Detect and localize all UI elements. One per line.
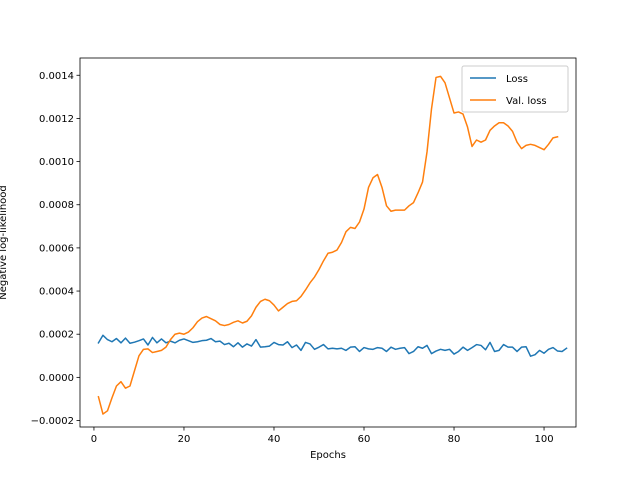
x-tick-label: 60	[358, 434, 371, 445]
axes-layer: 0 20 40 60 80 100 −0.0002 0.0000 0.0002 0.0004 0.0…	[0, 57, 577, 461]
x-tick-label: 100	[534, 434, 553, 445]
legend: Loss Val. loss	[461, 65, 569, 113]
series-line-0	[97, 334, 568, 357]
y-tick-label: 0.0010	[39, 157, 74, 168]
legend-label-0: Loss	[506, 74, 528, 85]
y-tick-label: 0.0012	[39, 114, 74, 125]
x-tick-label: 20	[178, 434, 191, 445]
y-tick-label: 0.0004	[39, 287, 74, 298]
x-tick-label: 40	[268, 434, 281, 445]
y-axis-label: Negative log-likelihood	[0, 185, 9, 300]
series-layer	[97, 75, 568, 415]
legend-label-1: Val. loss	[506, 96, 547, 107]
y-tick-label: 0.0000	[39, 373, 74, 384]
y-tick-label: −0.0002	[31, 416, 74, 427]
y-tick-label: 0.0008	[39, 200, 74, 211]
y-tick-label: 0.0006	[39, 243, 74, 254]
x-tick-label: 0	[91, 434, 97, 445]
y-tick-label: 0.0002	[39, 330, 74, 341]
plot-area	[80, 58, 576, 427]
x-tick-label: 80	[448, 434, 461, 445]
series-line-1	[97, 75, 559, 415]
axes-frame	[79, 57, 577, 428]
x-axis-label: Epochs	[310, 450, 346, 461]
y-tick-label: 0.0014	[39, 71, 74, 82]
